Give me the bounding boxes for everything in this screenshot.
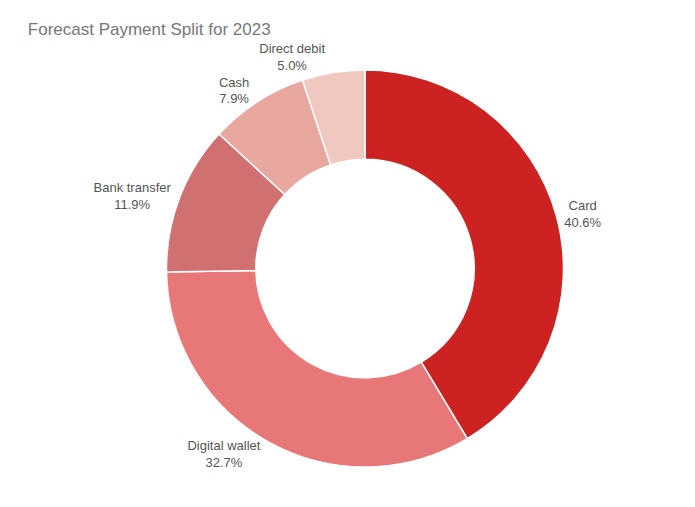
svg-text:Card40.6%: Card40.6% xyxy=(564,198,601,230)
svg-text:Forecast Payment Split for 202: Forecast Payment Split for 2023 xyxy=(28,20,271,39)
svg-text:Digital wallet32.7%: Digital wallet32.7% xyxy=(187,438,260,470)
svg-text:Bank transfer11.9%: Bank transfer11.9% xyxy=(94,180,172,212)
svg-text:Cash7.9%: Cash7.9% xyxy=(219,75,249,107)
svg-text:Direct debit5.0%: Direct debit5.0% xyxy=(259,41,325,73)
